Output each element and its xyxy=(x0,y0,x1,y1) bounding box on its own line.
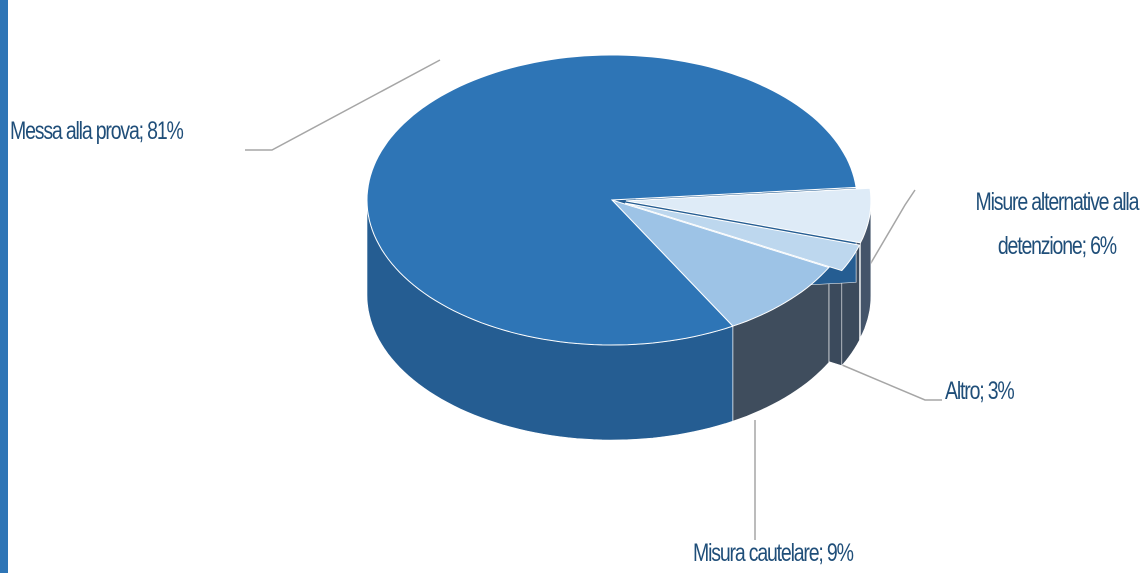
slice xyxy=(611,199,830,327)
data-label: Misura cautelare; 9% xyxy=(693,539,854,567)
data-label: Misure alternative alla detenzione; 6% xyxy=(975,188,1140,260)
left-bar xyxy=(0,0,8,573)
data-label: Messa alla prova; 81% xyxy=(10,117,184,145)
data-label: Altro; 3% xyxy=(945,377,1015,405)
slice xyxy=(625,187,872,244)
leader-line xyxy=(834,361,942,401)
slice xyxy=(624,202,861,272)
tops xyxy=(366,54,872,346)
slice xyxy=(366,54,857,346)
leader-line xyxy=(245,59,441,151)
